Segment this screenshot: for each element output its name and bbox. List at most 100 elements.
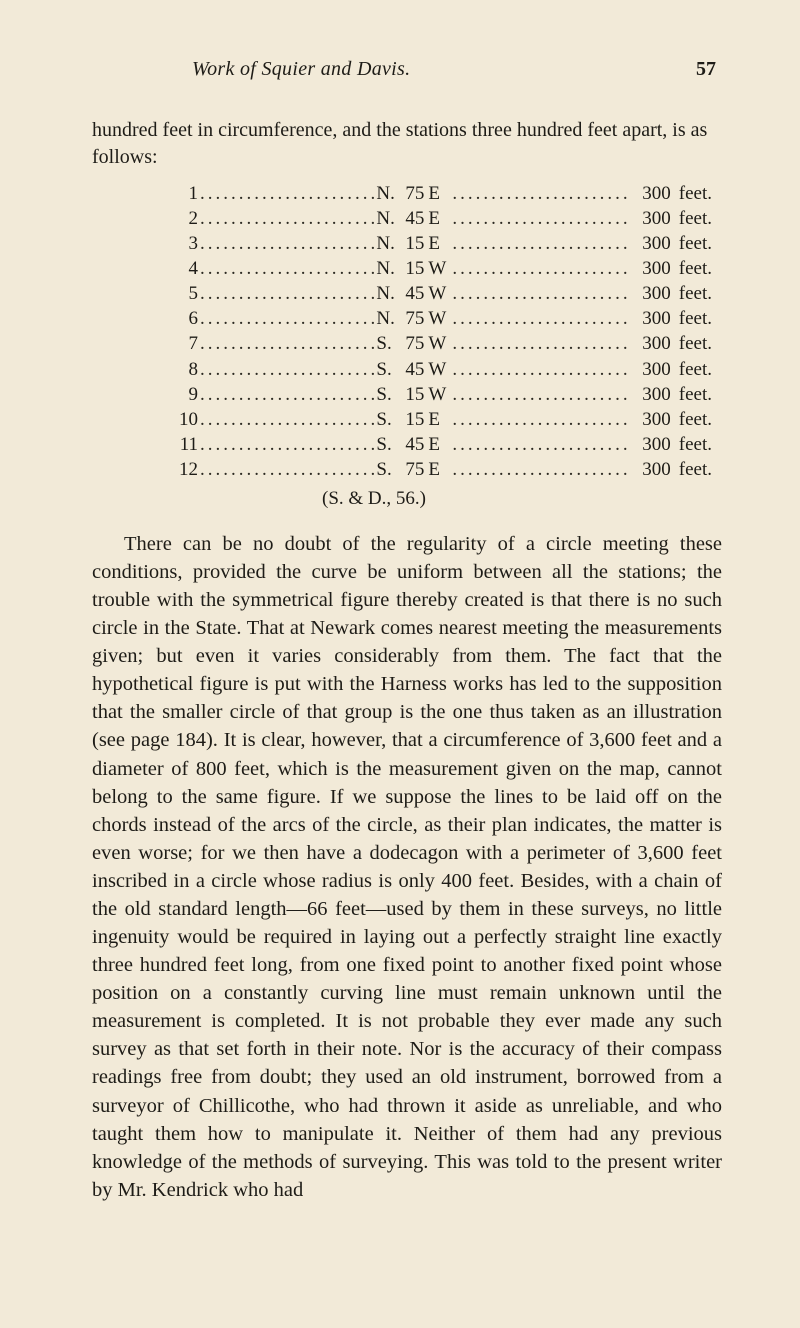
- row-index: 3: [174, 231, 198, 256]
- row-distance: 300: [629, 181, 671, 206]
- row-unit: feet.: [671, 181, 712, 206]
- leader-dots: [450, 206, 628, 231]
- table-row: 7 S. 75 W 300 feet.: [174, 331, 712, 356]
- row-cardinal: W: [424, 306, 450, 331]
- row-direction: N.: [376, 281, 396, 306]
- leader-dots: [450, 281, 628, 306]
- row-distance: 300: [629, 231, 671, 256]
- leader-dots: [450, 181, 628, 206]
- row-cardinal: W: [424, 281, 450, 306]
- row-unit: feet.: [671, 457, 712, 482]
- row-distance: 300: [629, 256, 671, 281]
- row-degrees: 15: [396, 382, 424, 407]
- row-unit: feet.: [671, 432, 712, 457]
- table-row: 9 S. 15 W 300 feet.: [174, 382, 712, 407]
- row-direction: N.: [376, 231, 396, 256]
- row-cardinal: E: [424, 231, 450, 256]
- row-index: 1: [174, 181, 198, 206]
- row-degrees: 15: [396, 231, 424, 256]
- row-unit: feet.: [671, 231, 712, 256]
- table-row: 2 N. 45 E 300 feet.: [174, 206, 712, 231]
- row-degrees: 45: [396, 206, 424, 231]
- row-index: 2: [174, 206, 198, 231]
- row-unit: feet.: [671, 206, 712, 231]
- row-direction: S.: [376, 357, 396, 382]
- row-degrees: 75: [396, 181, 424, 206]
- leader-dots: [198, 206, 376, 231]
- table-row: 4 N. 15 W 300 feet.: [174, 256, 712, 281]
- row-distance: 300: [629, 281, 671, 306]
- leader-dots: [198, 382, 376, 407]
- leader-dots: [198, 181, 376, 206]
- leader-dots: [198, 331, 376, 356]
- page: Work of Squier and Davis. 57 hundred fee…: [0, 0, 800, 1328]
- row-distance: 300: [629, 206, 671, 231]
- running-title: Work of Squier and Davis.: [192, 58, 410, 81]
- leader-dots: [450, 407, 628, 432]
- row-unit: feet.: [671, 281, 712, 306]
- row-cardinal: E: [424, 206, 450, 231]
- leader-dots: [450, 231, 628, 256]
- row-unit: feet.: [671, 407, 712, 432]
- leader-dots: [450, 382, 628, 407]
- bearings-table: 1 N. 75 E 300 feet. 2 N. 45 E 300 feet. …: [92, 181, 722, 482]
- row-direction: S.: [376, 331, 396, 356]
- row-unit: feet.: [671, 331, 712, 356]
- intro-paragraph: hundred feet in circumference, and the s…: [92, 117, 722, 171]
- row-direction: S.: [376, 432, 396, 457]
- row-index: 7: [174, 331, 198, 356]
- row-cardinal: W: [424, 256, 450, 281]
- table-row: 11 S. 45 E 300 feet.: [174, 432, 712, 457]
- running-head: Work of Squier and Davis. 57: [92, 58, 722, 81]
- row-index: 8: [174, 357, 198, 382]
- row-index: 11: [174, 432, 198, 457]
- row-degrees: 75: [396, 306, 424, 331]
- table-row: 12 S. 75 E 300 feet.: [174, 457, 712, 482]
- row-direction: N.: [376, 181, 396, 206]
- table-row: 1 N. 75 E 300 feet.: [174, 181, 712, 206]
- row-degrees: 75: [396, 457, 424, 482]
- row-direction: S.: [376, 457, 396, 482]
- row-degrees: 75: [396, 331, 424, 356]
- row-cardinal: W: [424, 331, 450, 356]
- row-cardinal: E: [424, 181, 450, 206]
- table-row: 3 N. 15 E 300 feet.: [174, 231, 712, 256]
- leader-dots: [198, 306, 376, 331]
- row-distance: 300: [629, 457, 671, 482]
- row-unit: feet.: [671, 256, 712, 281]
- table-row: 10 S. 15 E 300 feet.: [174, 407, 712, 432]
- table-row: 6 N. 75 W 300 feet.: [174, 306, 712, 331]
- row-degrees: 15: [396, 256, 424, 281]
- row-distance: 300: [629, 306, 671, 331]
- row-index: 5: [174, 281, 198, 306]
- row-cardinal: W: [424, 382, 450, 407]
- row-index: 9: [174, 382, 198, 407]
- row-degrees: 45: [396, 432, 424, 457]
- table-row: 5 N. 45 W 300 feet.: [174, 281, 712, 306]
- leader-dots: [450, 306, 628, 331]
- row-degrees: 15: [396, 407, 424, 432]
- leader-dots: [450, 357, 628, 382]
- table-footer: (S. & D., 56.): [92, 488, 722, 510]
- leader-dots: [198, 407, 376, 432]
- row-degrees: 45: [396, 281, 424, 306]
- row-distance: 300: [629, 407, 671, 432]
- row-unit: feet.: [671, 382, 712, 407]
- row-cardinal: W: [424, 357, 450, 382]
- leader-dots: [450, 457, 628, 482]
- leader-dots: [450, 256, 628, 281]
- row-index: 12: [174, 457, 198, 482]
- row-unit: feet.: [671, 306, 712, 331]
- leader-dots: [198, 281, 376, 306]
- row-distance: 300: [629, 382, 671, 407]
- leader-dots: [198, 231, 376, 256]
- row-direction: N.: [376, 306, 396, 331]
- body-paragraph: There can be no doubt of the regularity …: [92, 530, 722, 1204]
- row-direction: N.: [376, 256, 396, 281]
- row-degrees: 45: [396, 357, 424, 382]
- row-direction: S.: [376, 382, 396, 407]
- leader-dots: [450, 432, 628, 457]
- page-number: 57: [696, 58, 716, 81]
- row-index: 10: [174, 407, 198, 432]
- leader-dots: [198, 256, 376, 281]
